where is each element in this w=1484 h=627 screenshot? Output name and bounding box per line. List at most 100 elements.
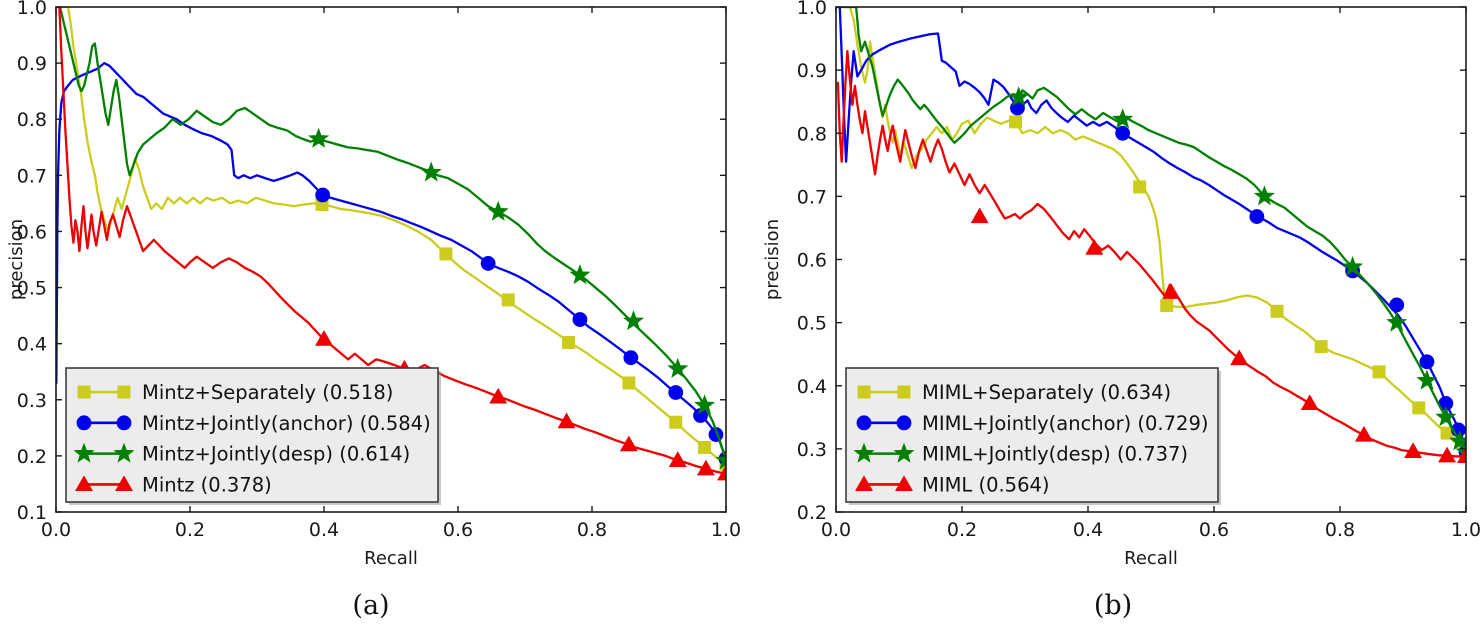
- series-marker-star: [73, 442, 95, 463]
- x-tick-label: 1.0: [711, 519, 741, 541]
- x-tick-label: 0.0: [821, 519, 851, 541]
- series-marker-circle: [76, 415, 92, 431]
- series-marker-star: [623, 310, 645, 331]
- y-tick-label: 0.7: [797, 186, 827, 208]
- legend-item[interactable]: MIML (0.564): [855, 473, 1050, 496]
- x-tick-label: 0.8: [577, 519, 607, 541]
- x-tick-label: 0.4: [1073, 519, 1103, 541]
- series-line-3: [56, 7, 726, 475]
- legend[interactable]: Mintz+Separately (0.518) Mintz+Jointly(an…: [65, 367, 441, 505]
- series-marker-circle: [116, 415, 132, 431]
- legend-item[interactable]: MIML+Separately (0.634): [857, 381, 1171, 404]
- precision-recall-chart-a: 0.0 0.2 0.4 0.6 0.8 1.0 0.1 0.2 0.3 0.4 0.5 0.6 0.7 0…: [6, 0, 741, 569]
- legend-label: Mintz+Separately (0.518): [142, 381, 393, 404]
- x-tick-label: 0.6: [443, 519, 473, 541]
- legend-label: Mintz+Jointly(anchor) (0.584): [142, 412, 431, 435]
- panel-a-caption: (a): [352, 590, 390, 621]
- legend-label: MIML+Jointly(anchor) (0.729): [922, 412, 1208, 435]
- series-marker-star: [893, 442, 915, 463]
- series-marker-square: [1412, 401, 1426, 415]
- series-marker-triangle: [1085, 239, 1104, 255]
- series-marker-triangle: [668, 451, 687, 467]
- series-marker-square: [1133, 180, 1147, 194]
- series-markers-2: [308, 127, 726, 470]
- series-marker-star: [694, 394, 716, 415]
- y-tick-label: 0.5: [797, 313, 827, 335]
- legend-label: MIML+Separately (0.634): [922, 381, 1171, 404]
- series-marker-star: [715, 449, 726, 470]
- series-marker-square: [1372, 365, 1386, 379]
- legend-label: Mintz+Jointly(desp) (0.614): [142, 443, 410, 466]
- series-marker-star: [1253, 185, 1275, 206]
- series-marker-star: [1008, 86, 1030, 107]
- series-marker-circle: [1419, 354, 1435, 370]
- legend-item[interactable]: Mintz+Jointly(anchor) (0.584): [76, 412, 431, 435]
- series-marker-star: [308, 127, 330, 148]
- series-markers-0: [1009, 115, 1466, 461]
- series-marker-star: [569, 264, 591, 285]
- precision-recall-chart-b: 0.0 0.2 0.4 0.6 0.8 1.00.20.30.40.50.60.70.80…: [762, 0, 1481, 569]
- series-marker-star: [667, 357, 689, 378]
- series-line-1: [56, 61, 726, 460]
- legend-label: MIML (0.564): [922, 473, 1050, 496]
- series-marker-star: [1386, 311, 1408, 332]
- series-marker-square: [897, 385, 911, 399]
- y-tick-label: 0.1: [17, 502, 47, 524]
- series-marker-square: [698, 440, 712, 454]
- series-marker-square: [622, 376, 636, 390]
- y-tick-label: 0.8: [797, 123, 827, 145]
- series-marker-triangle: [1162, 283, 1181, 299]
- series-marker-triangle: [855, 475, 873, 492]
- y-tick-label: 0.3: [797, 439, 827, 461]
- series-marker-triangle: [1457, 447, 1466, 464]
- y-axis-label: precision: [6, 219, 27, 300]
- legend-item[interactable]: Mintz+Jointly(desp) (0.614): [73, 442, 410, 466]
- legend-label: MIML+Jointly(desp) (0.737): [922, 443, 1188, 466]
- series-marker-triangle: [696, 459, 715, 476]
- legend-item[interactable]: Mintz (0.378): [75, 473, 272, 496]
- series-marker-circle: [623, 350, 639, 366]
- x-tick-label: 0.6: [1199, 519, 1229, 541]
- series-group: [56, 7, 726, 481]
- series-marker-triangle: [717, 464, 726, 481]
- series-marker-star: [1342, 256, 1364, 277]
- series-marker-square: [562, 336, 576, 350]
- series-marker-star: [113, 442, 135, 463]
- legend-item[interactable]: MIML+Jointly(desp) (0.737): [853, 442, 1188, 466]
- series-marker-triangle: [1230, 349, 1249, 366]
- series-marker-square: [1009, 115, 1023, 129]
- y-axis-label: precision: [762, 219, 783, 300]
- x-tick-label: 0.2: [175, 519, 205, 541]
- y-tick-label: 0.7: [17, 165, 47, 187]
- series-marker-square: [1314, 340, 1328, 354]
- series-marker-triangle: [970, 207, 989, 224]
- series-marker-square: [1270, 304, 1284, 318]
- axis-ticks: 0.0 0.2 0.4 0.6 0.8 1.00.20.30.40.50.60.70.80…: [797, 0, 1481, 541]
- x-axis-label: Recall: [364, 548, 418, 569]
- series-marker-square: [439, 247, 453, 261]
- series-marker-triangle: [1438, 446, 1457, 463]
- series-marker-circle: [896, 415, 912, 431]
- series-line-2: [836, 7, 1466, 454]
- series-marker-square: [117, 385, 131, 399]
- series-marker-circle: [315, 187, 331, 203]
- x-axis-label: Recall: [1124, 548, 1178, 569]
- y-tick-label: 0.6: [797, 250, 827, 272]
- legend-item[interactable]: MIML+Jointly(anchor) (0.729): [856, 412, 1208, 435]
- y-tick-label: 0.2: [17, 446, 47, 468]
- legend-label: Mintz (0.378): [142, 473, 272, 496]
- series-marker-triangle: [489, 387, 508, 404]
- legend-item[interactable]: Mintz+Separately (0.518): [77, 381, 393, 404]
- series-marker-triangle: [895, 475, 913, 492]
- y-tick-label: 0.9: [17, 53, 47, 75]
- series-marker-circle: [572, 312, 588, 327]
- series-marker-star: [853, 442, 875, 463]
- series-marker-triangle: [1404, 442, 1423, 458]
- series-marker-star: [1435, 406, 1457, 427]
- series-marker-star: [420, 161, 442, 182]
- legend[interactable]: MIML+Separately (0.634) MIML+Jointly(anch…: [845, 367, 1221, 505]
- series-marker-triangle: [75, 475, 93, 492]
- series-marker-circle: [668, 385, 684, 400]
- series-marker-circle: [1249, 209, 1265, 224]
- series-marker-triangle: [315, 330, 333, 346]
